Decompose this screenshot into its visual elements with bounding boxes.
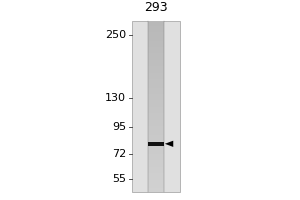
Bar [148, 38, 164, 41]
Bar [148, 126, 164, 128]
Bar [148, 173, 164, 175]
Bar [148, 147, 164, 150]
Bar [148, 142, 164, 146]
Bar [148, 81, 164, 83]
Bar [148, 26, 164, 28]
Bar [148, 88, 164, 90]
Bar [148, 60, 164, 62]
Bar [148, 135, 164, 137]
Bar [148, 51, 164, 53]
Bar [148, 188, 164, 190]
Bar [148, 182, 164, 184]
Text: 250: 250 [105, 30, 126, 40]
Bar [148, 77, 164, 79]
Text: 95: 95 [112, 122, 126, 132]
Text: 130: 130 [105, 93, 126, 103]
Bar [148, 83, 164, 85]
Bar [148, 94, 164, 96]
Bar [148, 75, 164, 77]
Bar [148, 73, 164, 75]
Bar [148, 85, 164, 88]
Bar [148, 139, 164, 141]
Bar [148, 162, 164, 165]
Bar [148, 150, 164, 152]
Bar [148, 171, 164, 173]
Bar [148, 180, 164, 182]
Bar [148, 118, 164, 120]
Bar [148, 124, 164, 126]
Bar [148, 160, 164, 162]
Bar [132, 21, 180, 192]
Bar [148, 103, 164, 105]
Bar [148, 158, 164, 160]
Bar [148, 186, 164, 188]
Bar [148, 53, 164, 56]
Bar [148, 165, 164, 167]
Bar [148, 167, 164, 169]
Bar [148, 113, 164, 115]
Bar [148, 109, 164, 111]
Bar [148, 90, 164, 92]
Bar [148, 58, 164, 60]
Bar [148, 141, 164, 143]
Bar [148, 62, 164, 64]
Bar [148, 96, 164, 98]
Text: 72: 72 [112, 149, 126, 159]
Bar [148, 49, 164, 51]
Bar [148, 34, 164, 36]
Bar [148, 28, 164, 30]
Bar [148, 21, 164, 23]
Bar [148, 71, 164, 73]
Bar [148, 143, 164, 145]
Bar [148, 156, 164, 158]
Bar [148, 79, 164, 81]
Bar [148, 177, 164, 180]
Bar [148, 64, 164, 66]
Bar [148, 152, 164, 154]
Text: 55: 55 [112, 174, 126, 184]
Bar [148, 23, 164, 26]
Bar [148, 41, 164, 43]
Bar [148, 92, 164, 94]
Bar [148, 145, 164, 147]
Bar [148, 32, 164, 34]
Bar [148, 47, 164, 49]
Bar [148, 169, 164, 171]
Bar [148, 66, 164, 68]
Bar [148, 36, 164, 38]
Bar [148, 100, 164, 103]
Bar [148, 175, 164, 177]
Bar [148, 115, 164, 118]
Bar [148, 128, 164, 130]
Bar [148, 133, 164, 135]
Bar [148, 190, 164, 192]
Bar [148, 107, 164, 109]
Text: 293: 293 [144, 1, 168, 14]
Bar [148, 98, 164, 100]
Bar [148, 30, 164, 32]
Bar [148, 111, 164, 113]
Bar [148, 122, 164, 124]
Bar [148, 154, 164, 156]
Polygon shape [165, 141, 173, 147]
Bar [148, 105, 164, 107]
Bar [148, 120, 164, 122]
Bar [148, 68, 164, 71]
Bar [148, 43, 164, 45]
Bar [148, 130, 164, 133]
Bar [148, 56, 164, 58]
Bar [148, 184, 164, 186]
Bar [148, 45, 164, 47]
Bar [148, 137, 164, 139]
